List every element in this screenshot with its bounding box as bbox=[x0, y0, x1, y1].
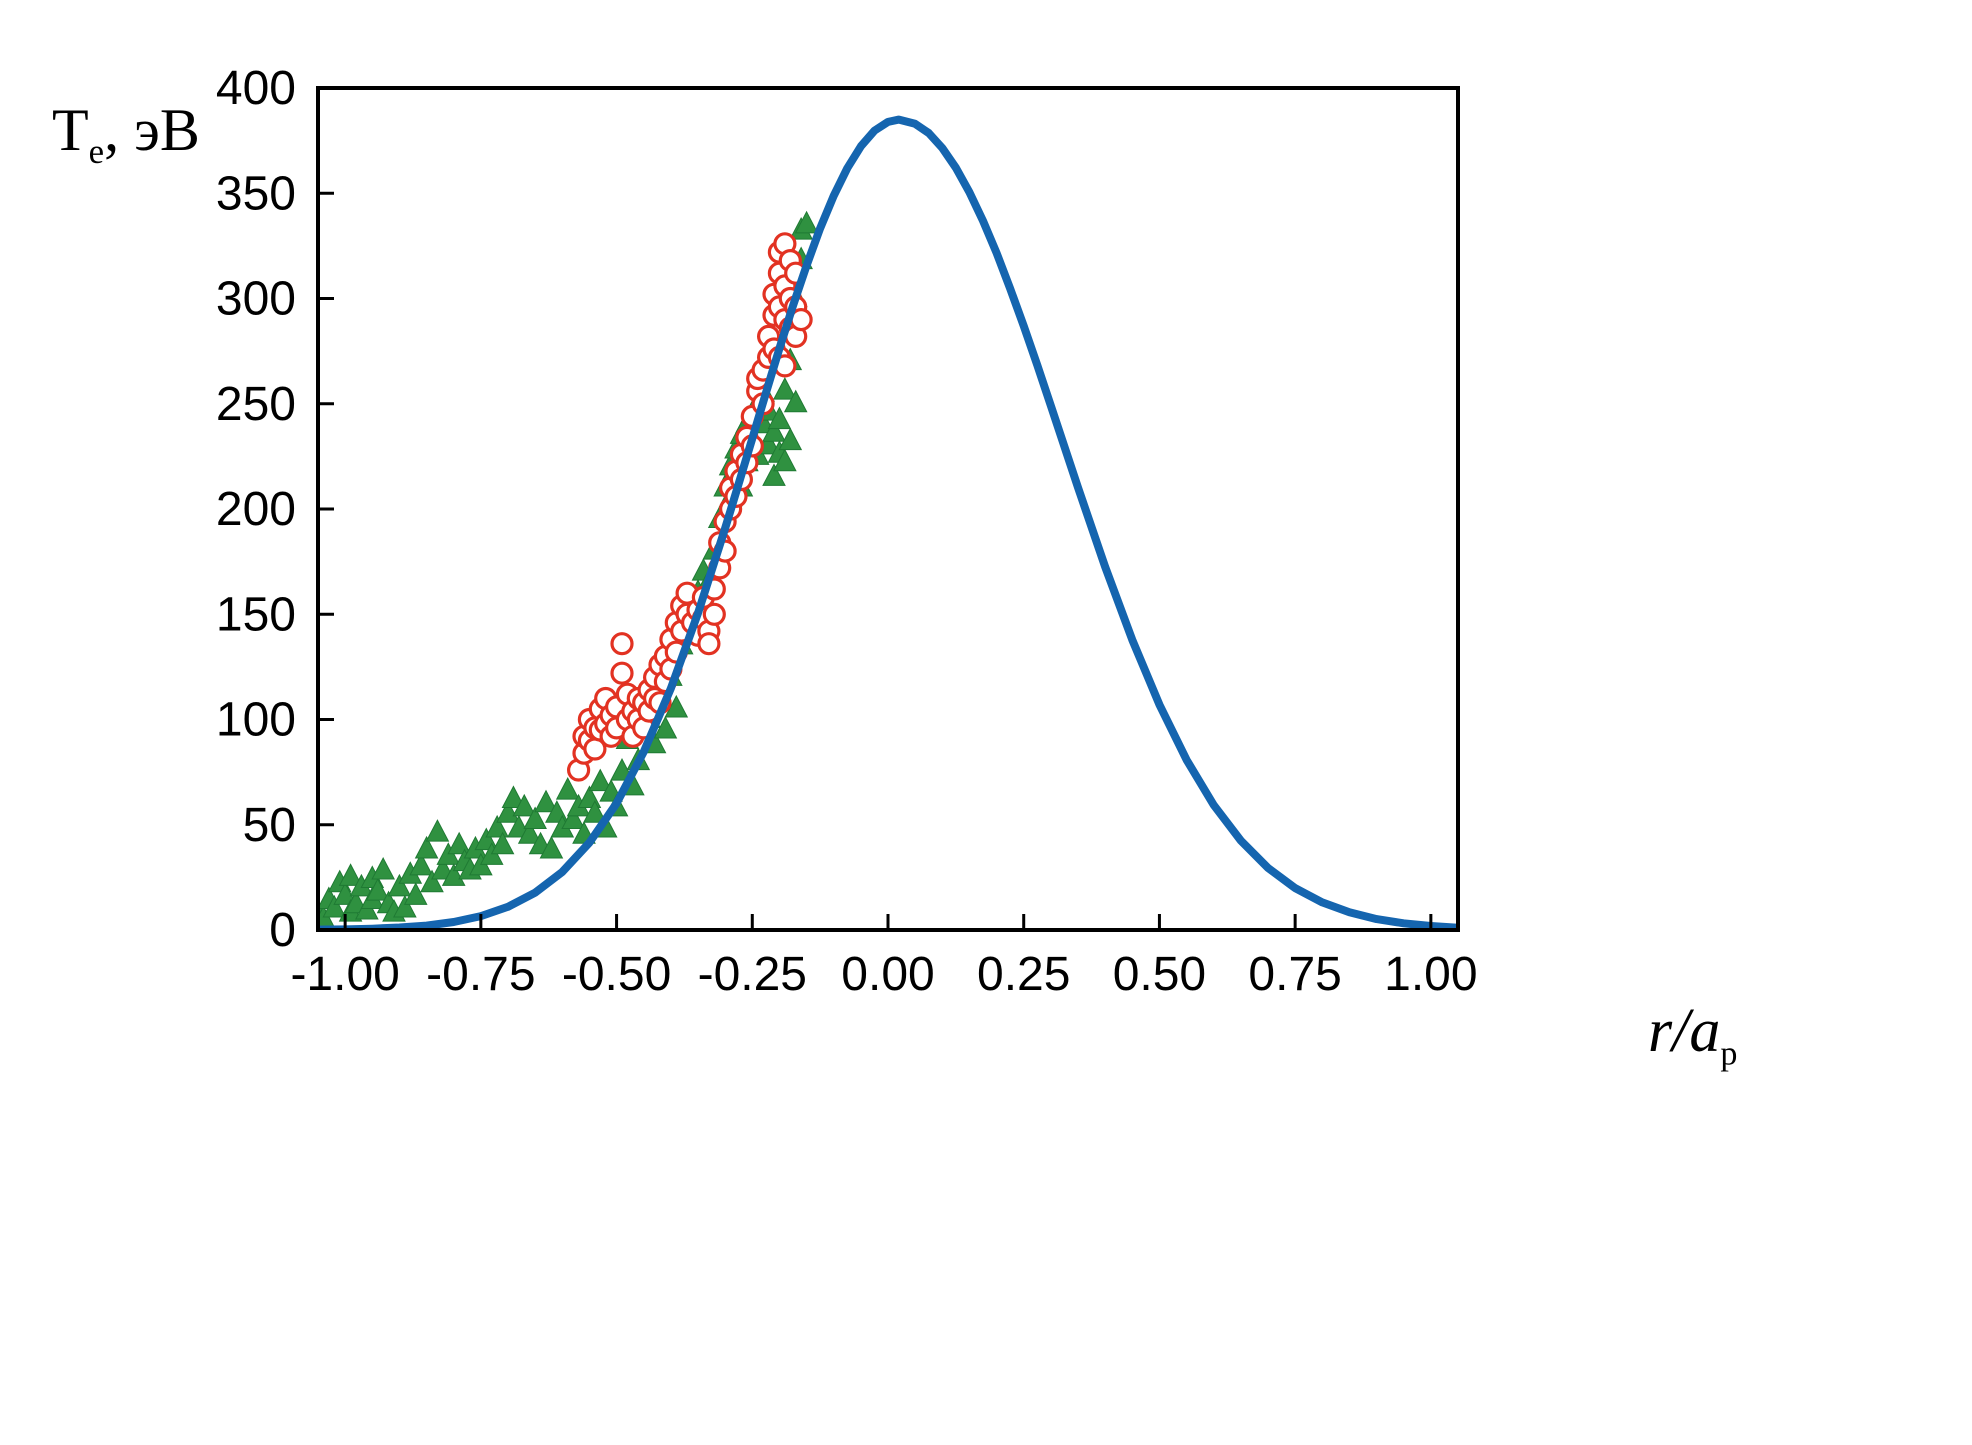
triangle-marker bbox=[387, 873, 412, 897]
triangle-marker bbox=[447, 831, 471, 855]
triangle-marker bbox=[485, 814, 509, 838]
triangle-marker bbox=[773, 448, 797, 472]
y-tick-label: 300 bbox=[216, 273, 296, 326]
triangle-marker bbox=[322, 894, 347, 918]
triangle-marker bbox=[762, 419, 786, 442]
x-tick-label: 0.00 bbox=[841, 948, 934, 1001]
x-tick-label: 0.75 bbox=[1248, 948, 1341, 1001]
triangle-marker bbox=[403, 882, 428, 905]
x-tick-label: 1.00 bbox=[1384, 948, 1477, 1001]
x-tick-label: -0.75 bbox=[426, 948, 535, 1001]
triangle-marker bbox=[783, 389, 808, 413]
blue-model-curve bbox=[318, 115, 1458, 930]
x-axis: -1.00 -0.75 -0.50 -0.25 0.00 0.25 0.50 0.75 1.00 bbox=[290, 914, 1478, 1001]
y-axis: 0 50 100 150 200 250 300 350 400 bbox=[216, 62, 334, 957]
triangle-marker bbox=[523, 806, 547, 830]
y-axis-title-sub: e bbox=[88, 132, 105, 171]
y-axis-title-main: T bbox=[52, 97, 89, 163]
triangle-marker bbox=[425, 819, 450, 842]
triangle-marker bbox=[583, 800, 607, 823]
circle-marker bbox=[697, 632, 721, 656]
circle-marker bbox=[702, 602, 726, 626]
triangle-marker bbox=[555, 776, 580, 800]
x-tick-label: -0.50 bbox=[562, 948, 671, 1001]
y-axis-title: Te, эВ bbox=[52, 96, 200, 169]
triangle-marker bbox=[773, 377, 797, 400]
triangle-marker bbox=[501, 785, 526, 808]
x-tick-label: -0.25 bbox=[698, 948, 807, 1001]
triangle-marker bbox=[414, 835, 439, 859]
y-tick-label: 350 bbox=[216, 167, 296, 220]
y-tick-label: 50 bbox=[243, 799, 296, 852]
plot-frame bbox=[316, 86, 1460, 932]
triangle-marker bbox=[588, 768, 613, 792]
triangle-marker bbox=[534, 789, 558, 813]
x-axis-title-main: r/a bbox=[1648, 997, 1721, 1065]
triangle-marker bbox=[441, 863, 466, 886]
triangle-marker bbox=[420, 869, 444, 893]
triangle-marker bbox=[794, 210, 819, 234]
x-axis-title-sub: p bbox=[1720, 1035, 1738, 1073]
triangle-marker bbox=[490, 831, 515, 855]
circle-marker bbox=[610, 661, 634, 685]
triangle-marker bbox=[517, 821, 542, 844]
curve-path bbox=[318, 115, 1458, 930]
triangle-marker bbox=[409, 852, 433, 876]
y-tick-label: 200 bbox=[216, 483, 296, 536]
triangle-marker bbox=[762, 463, 786, 486]
triangle-marker bbox=[393, 894, 417, 918]
triangle-marker bbox=[512, 793, 537, 817]
x-tick-label: -1.00 bbox=[290, 948, 399, 1001]
triangle-marker bbox=[365, 878, 390, 901]
x-axis-title: r/ap bbox=[1648, 996, 1737, 1071]
red-open-circles bbox=[566, 232, 813, 782]
triangle-marker bbox=[496, 800, 520, 823]
triangle-marker bbox=[539, 835, 564, 859]
circle-marker bbox=[610, 632, 634, 656]
triangle-marker bbox=[338, 863, 363, 886]
triangle-marker bbox=[778, 427, 803, 451]
y-tick-label: 250 bbox=[216, 378, 296, 431]
triangle-marker bbox=[653, 715, 678, 739]
y-tick-label: 400 bbox=[216, 62, 296, 115]
triangle-marker bbox=[371, 856, 395, 880]
triangle-marker bbox=[561, 806, 585, 830]
y-tick-label: 0 bbox=[269, 904, 296, 957]
y-tick-label: 100 bbox=[216, 694, 296, 747]
green-filled-triangles bbox=[318, 210, 819, 928]
y-axis-title-rest: , эВ bbox=[104, 97, 200, 163]
plot-area bbox=[318, 115, 1458, 930]
x-tick-label: 0.50 bbox=[1113, 948, 1206, 1001]
x-tick-label: 0.25 bbox=[977, 948, 1070, 1001]
triangle-marker bbox=[333, 882, 357, 905]
y-tick-label: 150 bbox=[216, 588, 296, 641]
triangle-marker bbox=[767, 406, 792, 430]
